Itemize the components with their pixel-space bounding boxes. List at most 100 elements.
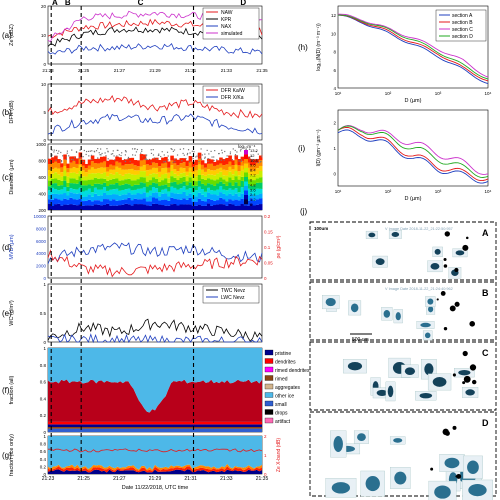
heatmap-cell [216,189,220,196]
heatmap-cell [93,177,98,184]
heatmap-speck [131,148,134,150]
heatmap-cell [155,178,159,184]
particle-dot [469,321,476,327]
heatmap-cell [66,176,70,183]
heatmap-cell [155,192,159,199]
heatmap-cell [191,176,196,181]
series-line-section-A [337,14,489,85]
heatmap-cell [75,199,80,206]
y-tick-label-right: 0.1 [264,245,271,250]
heatmap-cell [106,171,110,177]
y-tick-label: 5 [43,110,46,115]
heatmap-cell [142,177,147,184]
heatmap-cell [249,170,254,175]
heatmap-speck [257,153,259,155]
heatmap-cell [234,193,239,200]
heatmap-cell [179,163,184,168]
heatmap-cell [75,173,80,180]
heatmap-cell [84,190,89,197]
heatmap-cell [197,174,202,181]
panel-h: (h) log₁₀(N(D) (m⁻³ m⁻¹)) 4 6 8 10 12 10¹ 10² 10³… [298,5,492,104]
heatmap-cell [173,193,177,200]
heatmap-cell [145,159,150,165]
heatmap-cell [228,177,232,183]
heatmap-cell [182,198,187,205]
heatmap-speck [141,148,143,151]
heatmap-cell [48,203,52,210]
y-tick-label: 0 [43,430,46,435]
heatmap-cell [240,204,245,210]
series-line-NAX [47,42,263,55]
heatmap-cell [176,171,180,176]
heatmap-cell [121,199,125,205]
heatmap-cell [75,179,80,184]
area-layer [48,424,262,427]
heatmap-cell [228,166,232,172]
heatmap-cell [176,193,180,200]
heatmap-cell [185,189,190,196]
heatmap-cell [109,194,113,201]
heatmap-cell [103,178,107,183]
heatmap-cell [69,204,73,210]
heatmap-cell [51,183,55,188]
heatmap-speck [57,152,59,154]
y-tick-label: 0 [43,276,46,281]
legend-entry: simulated [221,31,243,37]
heatmap-cell [176,180,180,185]
heatmap-cell [142,171,147,178]
series-line-section-C [338,13,489,78]
heatmap-cell [203,163,208,168]
heatmap-cell [72,183,77,190]
heatmap-cell [158,192,162,197]
heatmap-cell [90,192,95,197]
heatmap-speck [65,155,67,158]
heatmap-cell [173,181,177,188]
y-tick-label: 0.4 [40,396,47,401]
heatmap-cell [210,159,214,164]
heatmap-cell [219,192,223,198]
particle-dot [443,258,447,262]
heatmap-speck [166,151,169,153]
heatmap-cell [60,167,64,173]
heatmap-cell [109,173,113,180]
legend-entry: KPR [221,17,232,23]
heatmap-cell [237,200,242,206]
legend-entry: section B [452,20,473,26]
heatmap-cell [121,189,125,195]
heatmap-cell [252,175,257,181]
heatmap-cell [258,204,263,210]
heatmap-cell [206,174,211,179]
heatmap-cell [185,175,190,182]
heatmap-cell [69,172,73,179]
heatmap-cell [252,189,257,196]
heatmap-cell [51,169,55,174]
x-tick-label-top: 21:35 [256,68,268,73]
heatmap-cell [216,164,220,169]
heatmap-speck [223,159,225,161]
y-axis-label: WC (g/m³) [9,300,15,326]
heatmap-cell [48,175,52,181]
heatmap-cell [96,163,101,169]
heatmap-cell [84,172,89,177]
heatmap-cell [87,199,92,206]
heatmap-cell [63,176,67,181]
heatmap-cell [231,200,235,205]
heatmap-cell [222,193,226,200]
particle-dot [440,291,446,296]
heatmap-speck [255,150,257,153]
heatmap-cell [72,172,77,179]
heatmap-cell [118,180,122,186]
heatmap-speck [187,149,190,151]
heatmap-cell [124,189,128,195]
colorbar-tick-label: 4.8 [250,182,256,187]
heatmap-cell [121,180,125,185]
heatmap-speck [116,155,118,157]
heatmap-cell [231,189,235,196]
heatmap-cell [173,158,177,164]
y-tick-label: 200 [38,208,46,213]
heatmap-cell [130,186,135,191]
heatmap-cell [258,182,263,189]
heatmap-cell [54,172,58,179]
y-axis-label: log₁₀(N(D) (m⁻³ m⁻¹)) [316,23,322,71]
heatmap-cell [219,163,223,168]
